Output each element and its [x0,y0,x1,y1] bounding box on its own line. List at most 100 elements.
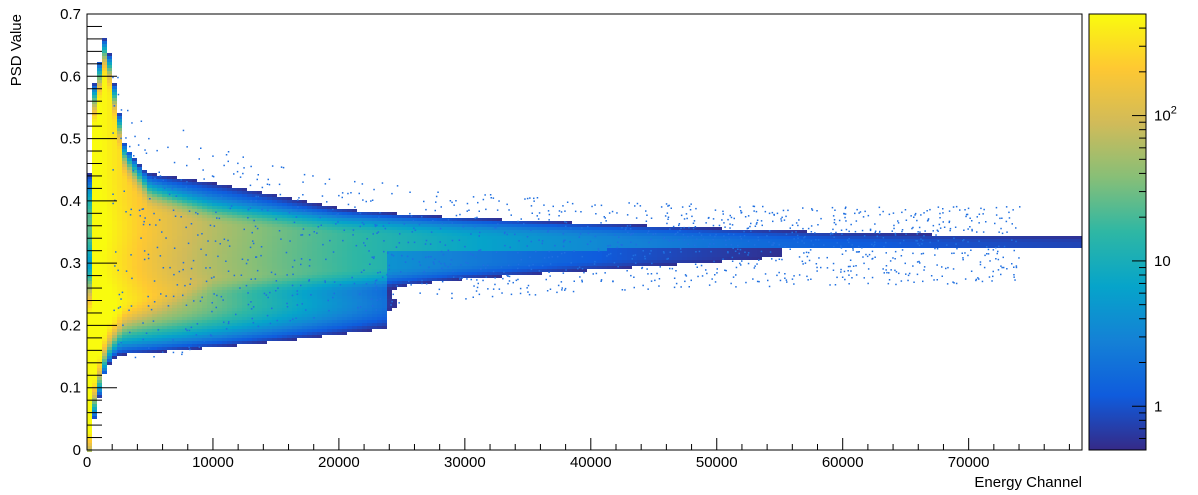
scatter-point [443,262,446,265]
heatmap-cell [152,338,157,341]
heatmap-cell [762,233,767,236]
heatmap-cell [117,296,122,299]
heatmap-cell [112,227,117,230]
heatmap-cell [487,260,492,263]
heatmap-cell [392,236,397,239]
heatmap-cell [537,236,542,239]
heatmap-cell [772,236,777,239]
heatmap-cell [162,203,167,206]
heatmap-cell [562,242,567,245]
heatmap-cell [87,173,92,176]
heatmap-cell [232,284,237,287]
heatmap-cell [732,233,737,236]
heatmap-cell [102,308,107,311]
heatmap-cell [282,197,287,200]
heatmap-cell [197,272,202,275]
heatmap-cell [587,251,592,254]
heatmap-cell [267,257,272,260]
heatmap-cell [442,257,447,260]
heatmap-cell [132,341,137,344]
heatmap-cell [187,182,192,185]
heatmap-cell [357,248,362,251]
heatmap-cell [157,221,162,224]
heatmap-cell [347,305,352,308]
heatmap-cell [227,284,232,287]
heatmap-cell [217,284,222,287]
heatmap-cell [717,239,722,242]
heatmap-cell [182,248,187,251]
heatmap-cell [97,350,102,353]
heatmap-cell [692,230,697,233]
heatmap-cell [102,92,107,95]
heatmap-cell [327,227,332,230]
heatmap-cell [747,230,752,233]
heatmap-cell [282,308,287,311]
heatmap-cell [1072,236,1077,239]
heatmap-cell [97,383,102,386]
heatmap-cell [277,299,282,302]
heatmap-cell [582,230,587,233]
heatmap-cell [152,302,157,305]
heatmap-cell [392,260,397,263]
heatmap-cell [352,257,357,260]
heatmap-cell [247,224,252,227]
heatmap-cell [132,203,137,206]
heatmap-cell [532,272,537,275]
heatmap-cell [202,230,207,233]
heatmap-cell [512,242,517,245]
heatmap-cell [162,338,167,341]
heatmap-cell [257,260,262,263]
heatmap-cell [812,242,817,245]
heatmap-cell [207,275,212,278]
heatmap-cell [687,236,692,239]
heatmap-cell [122,332,127,335]
heatmap-cell [447,269,452,272]
heatmap-cell [112,83,117,86]
heatmap-cell [97,251,102,254]
heatmap-cell [102,359,107,362]
heatmap-cell [242,263,247,266]
heatmap-cell [137,236,142,239]
heatmap-cell [642,248,647,251]
heatmap-cell [592,266,597,269]
heatmap-cell [247,191,252,194]
heatmap-cell [277,335,282,338]
heatmap-cell [527,230,532,233]
heatmap-cell [232,332,237,335]
heatmap-cell [377,296,382,299]
heatmap-cell [197,182,202,185]
heatmap-cell [712,248,717,251]
heatmap-cell [792,242,797,245]
heatmap-cell [372,254,377,257]
heatmap-cell [262,326,267,329]
heatmap-cell [282,302,287,305]
heatmap-cell [377,299,382,302]
heatmap-cell [327,257,332,260]
heatmap-cell [147,335,152,338]
heatmap-cell [437,278,442,281]
heatmap-cell [757,242,762,245]
heatmap-cell [252,326,257,329]
heatmap-cell [232,269,237,272]
heatmap-cell [952,242,957,245]
heatmap-cell [222,278,227,281]
heatmap-cell [762,248,767,251]
heatmap-cell [652,245,657,248]
heatmap-cell [577,251,582,254]
heatmap-cell [102,68,107,71]
heatmap-cell [482,239,487,242]
heatmap-cell [417,218,422,221]
heatmap-cell [297,296,302,299]
heatmap-cell [352,221,357,224]
heatmap-cell [107,209,112,212]
heatmap-cell [102,200,107,203]
heatmap-cell [227,317,232,320]
heatmap-cell [267,332,272,335]
heatmap-cell [532,236,537,239]
heatmap-cell [132,254,137,257]
heatmap-cell [232,278,237,281]
heatmap-cell [237,269,242,272]
heatmap-cell [522,266,527,269]
heatmap-cell [762,245,767,248]
heatmap-cell [737,254,742,257]
